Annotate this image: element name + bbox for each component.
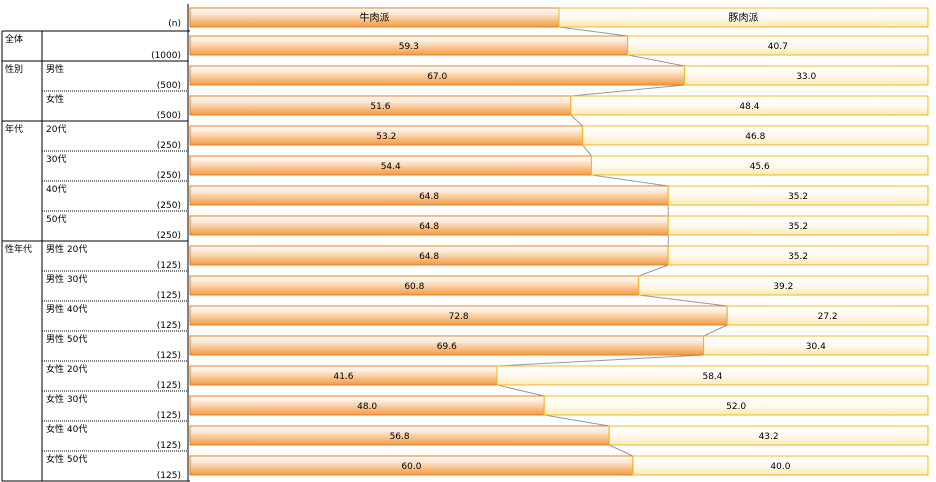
- value-label-beef: 51.6: [370, 102, 390, 112]
- bar-pork: [496, 365, 929, 386]
- connector-line: [582, 144, 592, 157]
- n-label: (250): [157, 141, 181, 151]
- bar-pork: [667, 215, 929, 236]
- n-label: (125): [157, 351, 181, 361]
- value-label-beef: 48.0: [357, 402, 377, 412]
- row-label: 女性 30代: [46, 393, 87, 405]
- row-label: 男性 50代: [46, 333, 87, 345]
- value-label-pork: 27.2: [818, 312, 838, 322]
- n-label: (500): [157, 81, 181, 91]
- bar-pork: [582, 125, 929, 146]
- row-label: 女性 20代: [46, 363, 87, 375]
- n-label: (125): [157, 471, 181, 481]
- n-label: (250): [157, 201, 181, 211]
- n-label: (125): [157, 321, 181, 331]
- row-label: 女性 40代: [46, 423, 87, 435]
- group-label: 性年代: [5, 243, 32, 255]
- connector-line: [608, 444, 634, 457]
- n-label: (500): [157, 111, 181, 121]
- bar-pork: [703, 335, 929, 356]
- row-label: 男性: [46, 63, 64, 75]
- bar-pork: [570, 95, 929, 116]
- n-header: (n): [168, 19, 181, 29]
- value-label-pork: 58.4: [702, 372, 722, 382]
- group-label: 性別: [5, 63, 23, 75]
- value-label-beef: 60.8: [404, 282, 424, 292]
- value-label-beef: 64.8: [419, 252, 439, 262]
- value-label-beef: 41.6: [333, 372, 353, 382]
- legend-label-pork: 豚肉派: [729, 11, 759, 24]
- connector-line: [638, 294, 728, 307]
- value-label-pork: 43.2: [759, 432, 779, 442]
- bar-pork: [638, 275, 929, 296]
- connector-line: [703, 324, 728, 337]
- connector-line: [570, 84, 685, 97]
- n-label: (125): [157, 441, 181, 451]
- n-label: (250): [157, 231, 181, 241]
- n-label: (250): [157, 171, 181, 181]
- bar-pork: [726, 305, 929, 326]
- bar-pork: [627, 35, 929, 56]
- legend-label-beef: 牛肉派: [360, 11, 390, 24]
- value-label-pork: 40.7: [768, 42, 788, 52]
- connector-line: [591, 174, 669, 187]
- value-label-pork: 45.6: [750, 162, 770, 172]
- n-label: (125): [157, 291, 181, 301]
- n-label: (125): [157, 261, 181, 271]
- connector-line: [496, 384, 545, 397]
- value-label-beef: 53.2: [376, 132, 396, 142]
- value-label-pork: 35.2: [788, 222, 808, 232]
- value-label-beef: 56.8: [390, 432, 410, 442]
- group-label: 年代: [5, 123, 23, 135]
- bar-pork: [667, 185, 929, 206]
- row-label: 20代: [46, 124, 66, 135]
- connector-line: [544, 414, 610, 427]
- connector-line: [638, 264, 669, 277]
- row-label: 女性: [46, 93, 64, 105]
- value-label-beef: 60.0: [401, 462, 421, 472]
- value-label-pork: 48.4: [739, 102, 759, 112]
- value-label-beef: 64.8: [419, 192, 439, 202]
- row-label: 男性 40代: [46, 303, 87, 315]
- row-label: 50代: [46, 214, 66, 225]
- value-label-pork: 30.4: [806, 342, 826, 352]
- value-label-pork: 39.2: [773, 282, 793, 292]
- value-label-beef: 54.4: [381, 162, 401, 172]
- value-label-beef: 72.8: [449, 312, 469, 322]
- n-label: (125): [157, 381, 181, 391]
- value-label-pork: 46.8: [745, 132, 765, 142]
- group-label: 全体: [5, 33, 23, 45]
- value-label-pork: 33.0: [796, 72, 816, 82]
- bar-pork: [632, 455, 929, 476]
- row-label: 30代: [46, 154, 66, 165]
- value-label-beef: 67.0: [427, 72, 447, 82]
- bar-pork: [608, 425, 929, 446]
- bar-pork: [683, 65, 929, 86]
- connector-line: [496, 354, 704, 367]
- value-label-beef: 64.8: [419, 222, 439, 232]
- row-label: 40代: [46, 184, 66, 195]
- value-label-beef: 59.3: [399, 42, 419, 52]
- value-label-pork: 40.0: [770, 462, 790, 472]
- row-label: 男性 30代: [46, 273, 87, 285]
- connector-line: [570, 114, 583, 127]
- n-label: (125): [157, 411, 181, 421]
- connector-line: [558, 26, 628, 37]
- value-label-pork: 35.2: [788, 192, 808, 202]
- value-label-pork: 52.0: [726, 402, 746, 412]
- bar-pork: [543, 395, 929, 416]
- bar-pork: [667, 245, 929, 266]
- connector-line: [627, 54, 685, 67]
- value-label-pork: 35.2: [788, 252, 808, 262]
- n-label: (1000): [151, 51, 181, 61]
- legend-pork-swatch: [558, 7, 929, 28]
- row-label: 男性 20代: [46, 243, 87, 255]
- bar-pork: [590, 155, 929, 176]
- row-label: 女性 50代: [46, 453, 87, 465]
- value-label-beef: 69.6: [437, 342, 457, 352]
